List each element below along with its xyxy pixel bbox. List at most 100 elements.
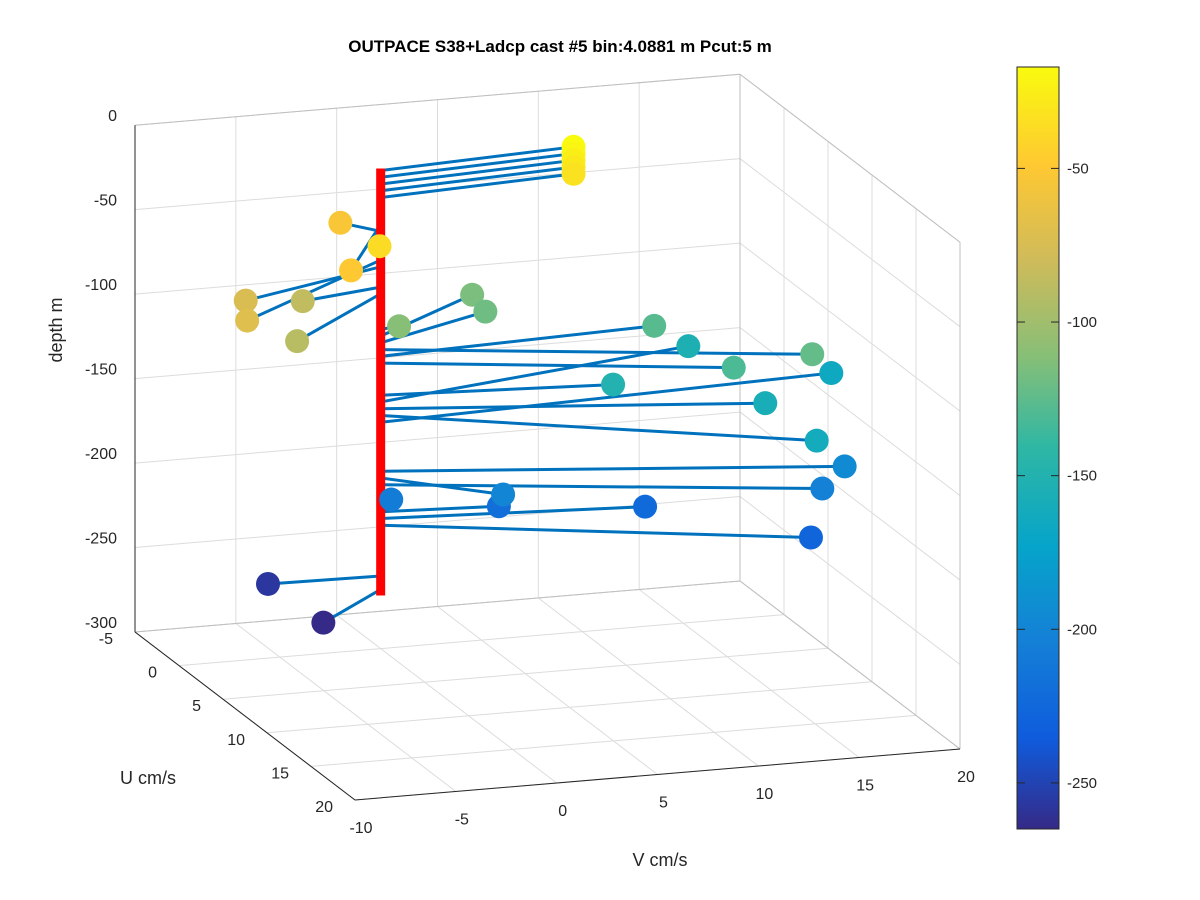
velocity-vector bbox=[380, 483, 823, 491]
data-point bbox=[642, 313, 667, 338]
y-axis-label: U cm/s bbox=[120, 768, 176, 788]
x-tick-label: -5 bbox=[455, 812, 469, 829]
z-tick-label: -50 bbox=[94, 193, 117, 210]
grid-line bbox=[310, 714, 917, 767]
chart-title: OUTPACE S38+Ladcp cast #5 bin:4.0881 m P… bbox=[348, 37, 771, 56]
grid-line bbox=[178, 614, 785, 667]
x-tick-label: -10 bbox=[349, 820, 372, 837]
velocity-vector bbox=[380, 371, 832, 424]
grid-line bbox=[134, 411, 741, 464]
grid-line bbox=[336, 614, 557, 784]
grid-line bbox=[739, 158, 961, 328]
z-tick-label: -300 bbox=[85, 615, 117, 632]
velocity-vector bbox=[380, 361, 734, 370]
data-point bbox=[721, 355, 746, 380]
axis-line bbox=[134, 631, 356, 801]
y-tick-labels: -5 0 5 10 15 20 bbox=[99, 631, 333, 816]
data-point bbox=[233, 288, 258, 313]
velocity-vector bbox=[380, 505, 646, 521]
z-tick-label: -100 bbox=[85, 277, 117, 294]
colorbar-tick-label: -250 bbox=[1067, 775, 1097, 792]
box-edge bbox=[134, 580, 741, 633]
velocity-vector bbox=[380, 523, 812, 540]
x-tick-label: 5 bbox=[659, 795, 668, 812]
velocity-vector bbox=[380, 348, 813, 356]
velocity-vectors bbox=[245, 145, 845, 624]
grid-line bbox=[538, 597, 759, 767]
data-point bbox=[339, 258, 364, 283]
velocity-vector bbox=[380, 413, 817, 443]
data-point bbox=[235, 308, 260, 333]
data-points bbox=[233, 134, 857, 635]
data-point bbox=[387, 314, 412, 339]
data-point bbox=[290, 289, 315, 314]
grid-line bbox=[739, 327, 961, 497]
z-tick-label: -150 bbox=[85, 362, 117, 379]
z-tick-label: -200 bbox=[85, 446, 117, 463]
velocity-vector bbox=[296, 292, 382, 343]
velocity-vector bbox=[380, 145, 574, 173]
z-tick-labels: 0 -50 -100 -150 -200 -250 -300 bbox=[85, 108, 117, 632]
data-point bbox=[810, 476, 835, 501]
y-tick-label: 0 bbox=[148, 665, 157, 682]
data-point bbox=[676, 334, 701, 359]
y-tick-label: -5 bbox=[99, 631, 113, 648]
z-tick-label: 0 bbox=[108, 108, 117, 125]
data-point bbox=[561, 161, 586, 186]
velocity-vector bbox=[380, 344, 689, 404]
box-edge bbox=[134, 73, 741, 126]
grid-line bbox=[739, 411, 961, 581]
grid-line bbox=[739, 496, 961, 665]
grid-line bbox=[739, 242, 961, 412]
grid-line bbox=[437, 606, 658, 775]
data-point bbox=[819, 361, 844, 386]
x-tick-label: 10 bbox=[755, 786, 773, 803]
velocity-vector bbox=[380, 401, 766, 411]
data-point bbox=[633, 494, 658, 519]
data-point bbox=[255, 571, 280, 596]
velocity-vector bbox=[380, 158, 574, 186]
velocity-vector bbox=[267, 574, 381, 586]
x-tick-label: 20 bbox=[957, 769, 975, 786]
data-point bbox=[285, 329, 310, 354]
data-point bbox=[328, 210, 353, 235]
data-point bbox=[832, 454, 857, 479]
y-tick-label: 15 bbox=[271, 765, 289, 782]
grid-line bbox=[134, 242, 741, 295]
colorbar-tick-label: -100 bbox=[1067, 314, 1097, 331]
data-point bbox=[491, 482, 516, 507]
grid-line bbox=[222, 647, 829, 700]
data-point bbox=[798, 525, 823, 550]
velocity-vector bbox=[380, 172, 574, 200]
velocity-vector bbox=[380, 165, 574, 193]
y-tick-label: 10 bbox=[227, 732, 245, 749]
data-point bbox=[800, 342, 825, 367]
velocity-vector bbox=[302, 285, 381, 303]
box-edge bbox=[739, 580, 961, 750]
y-tick-label: 20 bbox=[315, 799, 333, 816]
x-axis-label: V cm/s bbox=[632, 850, 687, 870]
colorbar-tick-label: -200 bbox=[1067, 621, 1097, 638]
x-tick-labels: -10 -5 0 5 10 15 20 bbox=[349, 769, 975, 837]
data-point bbox=[473, 299, 498, 324]
data-point bbox=[311, 610, 336, 635]
grid-line bbox=[638, 589, 860, 758]
grid-line bbox=[266, 681, 873, 734]
colorbar-tick-label: -50 bbox=[1067, 160, 1089, 177]
velocity-vector bbox=[380, 324, 655, 358]
velocity-vector bbox=[380, 504, 499, 514]
data-point bbox=[804, 428, 829, 453]
x-tick-label: 15 bbox=[856, 778, 874, 795]
colorbar-ticks: -50 -100 -150 -200 -250 bbox=[1017, 160, 1097, 792]
colorbar-scale bbox=[1016, 66, 1060, 830]
data-point bbox=[753, 391, 778, 416]
data-point bbox=[601, 372, 626, 397]
data-point bbox=[379, 487, 404, 512]
z-tick-label: -250 bbox=[85, 531, 117, 548]
velocity-vector bbox=[380, 464, 845, 473]
z-axis-label: depth m bbox=[46, 297, 66, 362]
axes-box bbox=[134, 73, 961, 801]
box-edge bbox=[739, 73, 961, 243]
colorbar-tick-label: -150 bbox=[1067, 468, 1097, 485]
